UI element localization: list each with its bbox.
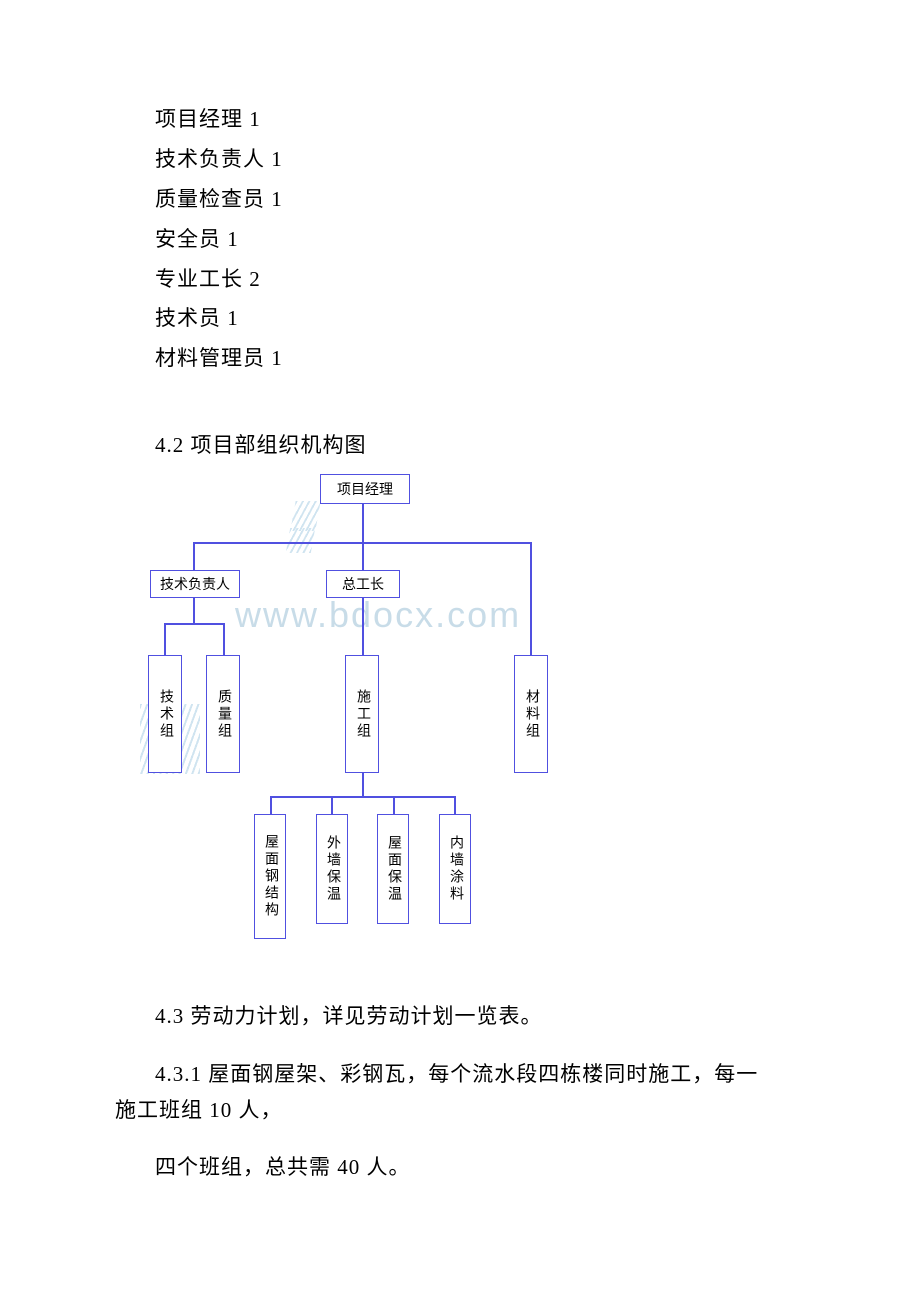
org-chart-diagram: www.bdocx.com 项目经理 技术负责人 总工长 技术组 质量组 施工组… — [130, 474, 590, 944]
node-construct-group: 施工组 — [345, 655, 379, 773]
section-4-3-text: 4.3 劳动力计划，详见劳动计划一览表。 — [155, 999, 810, 1035]
watermark-text: www.bdocx.com — [235, 594, 521, 636]
para-4-3-1-line2: 施工班组 10 人， — [115, 1098, 283, 1122]
node-roof-steel: 屋面钢结构 — [254, 814, 286, 939]
staff-row: 专业工长 2 — [155, 260, 920, 300]
staff-row: 技术员 1 — [155, 299, 920, 339]
para-4-3-1-line3: 四个班组，总共需 40 人。 — [155, 1150, 810, 1186]
para-4-3-1-line1: 4.3.1 屋面钢屋架、彩钢瓦，每个流水段四栋楼同时施工，每一 — [155, 1062, 758, 1086]
node-ext-wall-insulation: 外墙保温 — [316, 814, 348, 924]
staff-row: 技术负责人 1 — [155, 140, 920, 180]
node-int-wall-paint: 内墙涂料 — [439, 814, 471, 924]
node-roof-insulation: 屋面保温 — [377, 814, 409, 924]
staff-row: 质量检查员 1 — [155, 180, 920, 220]
node-chief-foreman: 总工长 — [326, 570, 400, 598]
node-quality-group: 质量组 — [206, 655, 240, 773]
node-project-manager: 项目经理 — [320, 474, 410, 504]
node-tech-group: 技术组 — [148, 655, 182, 773]
staff-row: 项目经理 1 — [155, 100, 920, 140]
node-tech-lead: 技术负责人 — [150, 570, 240, 598]
section-4-2-title: 4.2 项目部组织机构图 — [155, 429, 920, 459]
staff-row: 材料管理员 1 — [155, 339, 920, 379]
staff-row: 安全员 1 — [155, 220, 920, 260]
node-material-group: 材料组 — [514, 655, 548, 773]
